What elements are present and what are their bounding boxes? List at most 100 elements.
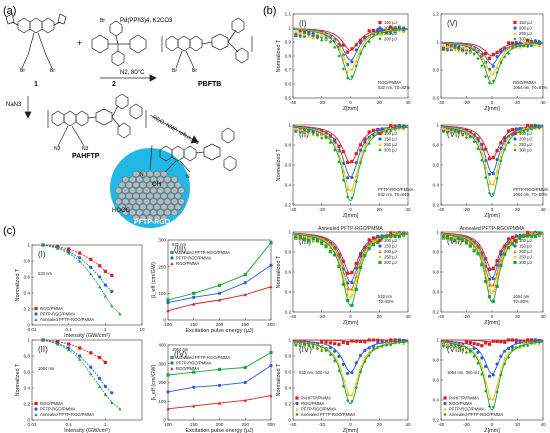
data-point bbox=[464, 51, 469, 55]
data-point bbox=[468, 48, 472, 52]
subpanel-numeral: (II) bbox=[38, 345, 48, 354]
data-point bbox=[354, 179, 358, 184]
legend-entry: 250 μJ bbox=[384, 31, 397, 36]
annotation-text: RGO/PMMA bbox=[513, 80, 536, 85]
data-point bbox=[533, 39, 537, 43]
data-point bbox=[324, 36, 328, 40]
graphene-hexagon bbox=[153, 181, 161, 189]
data-point bbox=[298, 128, 302, 132]
data-point bbox=[367, 29, 371, 33]
x-tick-label: 1 bbox=[104, 327, 107, 332]
data-point bbox=[315, 344, 320, 348]
data-point bbox=[56, 246, 60, 250]
graphene-hexagon bbox=[146, 181, 154, 189]
legend-entry: RGO/PMMA bbox=[176, 366, 199, 371]
x-tick-label: 0 bbox=[349, 422, 352, 427]
plot-frame bbox=[31, 339, 143, 421]
data-point bbox=[484, 364, 488, 369]
data-point bbox=[346, 69, 350, 73]
data-point bbox=[350, 303, 354, 307]
y-tick-label: 200 bbox=[158, 380, 166, 385]
data-point bbox=[98, 376, 102, 380]
data-point bbox=[384, 27, 389, 31]
subpanel-numeral: (I) bbox=[299, 19, 307, 28]
data-point bbox=[487, 191, 492, 195]
data-point bbox=[350, 196, 354, 200]
pbftb-label: PBFTB bbox=[198, 81, 221, 88]
data-point bbox=[358, 339, 363, 344]
data-point bbox=[294, 30, 298, 34]
data-point bbox=[510, 133, 514, 137]
data-point bbox=[350, 270, 354, 274]
data-point bbox=[170, 366, 174, 371]
data-point bbox=[298, 131, 302, 135]
data-point bbox=[495, 263, 499, 267]
data-point bbox=[166, 309, 170, 313]
data-point bbox=[333, 45, 337, 50]
x-tick-label: 0.1 bbox=[65, 327, 72, 332]
data-point bbox=[476, 56, 480, 61]
data-point bbox=[495, 339, 499, 344]
data-point bbox=[302, 128, 307, 132]
y-tick-label: 300 bbox=[158, 361, 166, 366]
oh-label: OH bbox=[152, 182, 161, 188]
data-point bbox=[487, 81, 492, 85]
reagent-label-bottom: N2, 80°C bbox=[120, 70, 145, 76]
data-point bbox=[495, 55, 499, 59]
data-point bbox=[371, 128, 376, 132]
graphene-hexagon bbox=[132, 181, 140, 189]
data-point bbox=[363, 140, 367, 144]
data-point bbox=[472, 346, 476, 350]
data-point bbox=[337, 369, 341, 373]
data-point bbox=[457, 346, 461, 350]
y-tick-label: 0.6 bbox=[285, 270, 292, 275]
data-point bbox=[513, 26, 517, 30]
data-point bbox=[487, 182, 492, 186]
fit-curve bbox=[42, 339, 113, 394]
data-point bbox=[371, 344, 376, 349]
data-point bbox=[34, 306, 38, 311]
data-point bbox=[510, 238, 514, 242]
data-point bbox=[510, 242, 514, 246]
data-point bbox=[529, 231, 534, 236]
data-point bbox=[533, 42, 537, 47]
data-point bbox=[499, 50, 503, 54]
y-tick-label: 0.2 bbox=[24, 307, 31, 312]
graphene-hexagon bbox=[167, 181, 175, 189]
graphene-hexagon bbox=[174, 203, 182, 211]
data-point bbox=[367, 130, 371, 134]
data-point bbox=[441, 344, 446, 348]
data-point bbox=[518, 127, 522, 131]
data-point bbox=[294, 129, 298, 134]
data-point bbox=[311, 31, 315, 36]
graphene-hexagon bbox=[174, 181, 182, 189]
plot-frame bbox=[292, 124, 409, 206]
data-point bbox=[495, 169, 499, 173]
data-point bbox=[328, 346, 332, 350]
data-point bbox=[503, 139, 507, 143]
data-point bbox=[384, 129, 389, 133]
data-point bbox=[320, 241, 324, 245]
x-tick-label: 250 bbox=[241, 422, 249, 427]
data-point bbox=[441, 341, 446, 346]
data-point bbox=[441, 129, 446, 133]
data-point bbox=[510, 338, 514, 342]
graphene-hexagon bbox=[157, 198, 164, 205]
legend-entry: RGO/PMMA bbox=[301, 401, 324, 406]
data-point bbox=[499, 141, 503, 145]
data-point bbox=[445, 345, 449, 350]
data-point bbox=[384, 126, 389, 130]
x-tick-label: 0 bbox=[349, 314, 352, 319]
data-point bbox=[518, 340, 522, 344]
data-point bbox=[346, 298, 350, 303]
data-point bbox=[363, 348, 367, 353]
graphene-hexagon bbox=[150, 187, 157, 194]
y-tick-label: 0.6 bbox=[285, 82, 292, 87]
graphene-hexagon bbox=[164, 198, 171, 205]
data-point bbox=[358, 52, 363, 56]
data-point bbox=[487, 404, 492, 408]
data-point bbox=[315, 239, 320, 243]
legend-entry: 300 μJ bbox=[384, 148, 397, 153]
